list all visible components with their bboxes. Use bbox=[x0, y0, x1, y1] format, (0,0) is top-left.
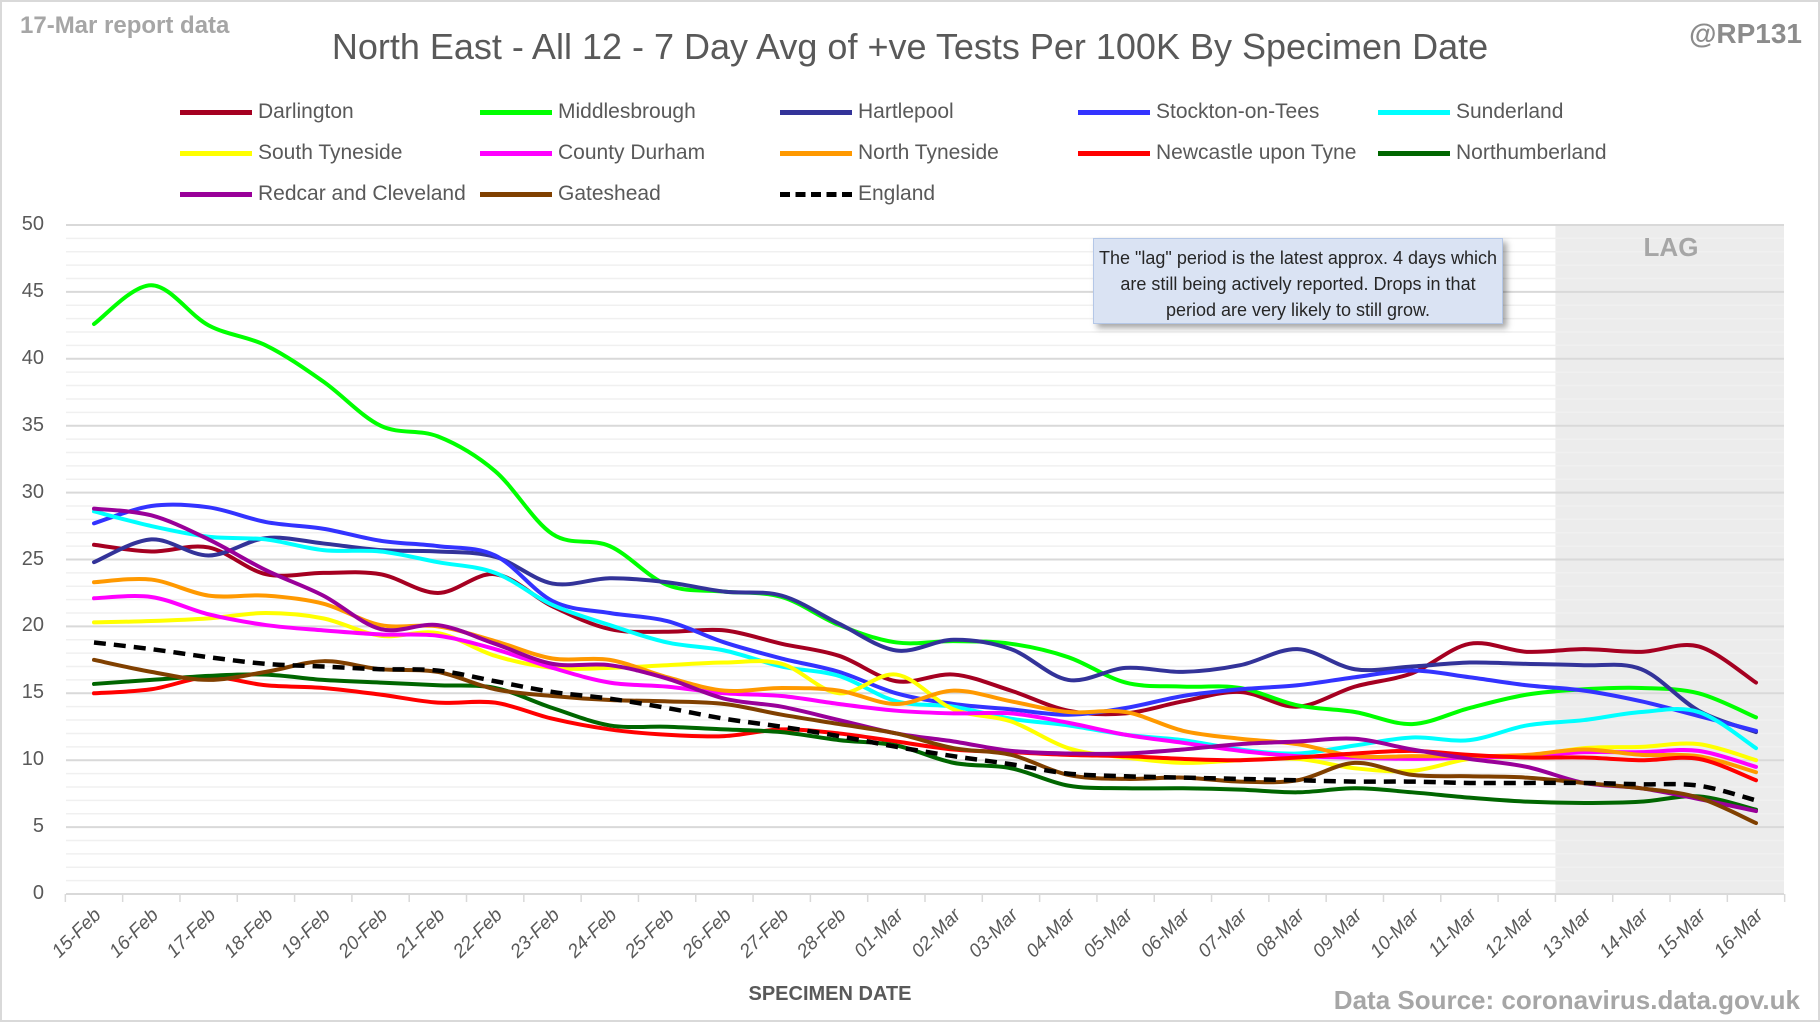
series-line-redcar-and-cleveland bbox=[92, 506, 1758, 814]
x-axis-title: SPECIMEN DATE bbox=[748, 983, 912, 1005]
legend-label: Gateshead bbox=[558, 182, 661, 205]
x-tick-label: 21-Feb bbox=[391, 905, 449, 963]
legend-label: Northumberland bbox=[1456, 141, 1607, 164]
x-tick-label: 16-Feb bbox=[105, 905, 162, 962]
legend-label: Newcastle upon Tyne bbox=[1156, 141, 1357, 164]
x-tick-label: 23-Feb bbox=[506, 905, 564, 963]
legend-item: Redcar and Cleveland bbox=[180, 182, 466, 206]
y-tick-label: 20 bbox=[21, 614, 44, 637]
legend-label: Hartlepool bbox=[858, 100, 954, 123]
legend-item: North Tyneside bbox=[780, 141, 999, 165]
legend-swatch bbox=[1078, 150, 1150, 156]
series-line-newcastle-upon-tyne bbox=[92, 675, 1758, 783]
legend-label: Middlesbrough bbox=[558, 100, 696, 123]
series-line-darlington bbox=[92, 542, 1758, 717]
series-line-northumberland bbox=[92, 672, 1758, 812]
y-tick-label: 40 bbox=[21, 346, 44, 369]
y-tick-label: 15 bbox=[21, 681, 44, 704]
data-source-label: Data Source: coronavirus.data.gov.uk bbox=[1333, 985, 1800, 1015]
x-tick-label: 20-Feb bbox=[334, 905, 392, 963]
legend-item: Newcastle upon Tyne bbox=[1078, 141, 1356, 165]
legend-label: South Tyneside bbox=[258, 141, 403, 164]
legend-swatch bbox=[180, 191, 252, 197]
legend-swatch bbox=[1378, 150, 1450, 156]
legend-label: North Tyneside bbox=[858, 141, 999, 164]
legend-swatch bbox=[780, 150, 852, 156]
legend-label: County Durham bbox=[558, 141, 706, 164]
x-tick-label: 07-Mar bbox=[1194, 904, 1252, 962]
x-tick-label: 09-Mar bbox=[1309, 904, 1367, 962]
legend-item: County Durham bbox=[480, 141, 705, 165]
legend-swatch bbox=[1378, 109, 1450, 115]
x-tick-label: 11-Mar bbox=[1425, 904, 1482, 961]
x-tick-label: 14-Mar bbox=[1596, 904, 1654, 962]
x-tick-label: 03-Mar bbox=[965, 904, 1023, 962]
legend-swatch bbox=[180, 150, 252, 156]
legend-label: England bbox=[858, 182, 936, 205]
x-tick-label: 24-Feb bbox=[563, 905, 621, 963]
legend-item: England bbox=[780, 182, 935, 206]
legend-swatch bbox=[480, 191, 552, 197]
gridlines bbox=[66, 224, 1784, 895]
legend-item: Sunderland bbox=[1378, 100, 1563, 124]
y-tick-label: 50 bbox=[21, 213, 44, 235]
legend-item: Gateshead bbox=[480, 182, 661, 206]
y-tick-label: 25 bbox=[21, 547, 44, 570]
y-tick-label: 35 bbox=[21, 413, 44, 436]
x-tick-label: 02-Mar bbox=[908, 904, 966, 962]
x-tick-label: 27-Feb bbox=[735, 905, 793, 963]
legend-item: Hartlepool bbox=[780, 100, 954, 124]
x-tick-label: 15-Mar bbox=[1653, 904, 1711, 962]
x-tick-label: 05-Mar bbox=[1080, 904, 1138, 962]
legend-item: Darlington bbox=[180, 100, 354, 124]
y-tick-label: 5 bbox=[32, 815, 44, 838]
x-tick-label: 08-Mar bbox=[1252, 904, 1310, 962]
x-axis: 15-Feb 16-Feb 17-Feb 18-Feb 19-Feb 20-Feb 21-F… bbox=[48, 893, 1786, 963]
legend-item: Stockton-on-Tees bbox=[1078, 100, 1319, 124]
y-tick-label: 10 bbox=[21, 748, 44, 771]
legend-swatch bbox=[1078, 109, 1150, 115]
x-tick-label: 22-Feb bbox=[449, 905, 507, 963]
series-lines bbox=[92, 283, 1758, 826]
x-tick-label: 18-Feb bbox=[220, 905, 277, 962]
report-date-label: 17-Mar report data bbox=[20, 12, 230, 39]
legend-item: Middlesbrough bbox=[480, 100, 696, 124]
legend-swatch bbox=[780, 109, 852, 115]
series-line-england bbox=[93, 640, 1757, 803]
x-tick-label: 19-Feb bbox=[277, 905, 334, 962]
x-tick-label: 28-Feb bbox=[792, 905, 850, 963]
legend-swatch bbox=[480, 150, 552, 156]
y-tick-label: 0 bbox=[32, 882, 44, 904]
series-line-middlesbrough bbox=[92, 283, 1758, 727]
legend-label: Darlington bbox=[258, 100, 354, 123]
x-tick-label: 13-Mar bbox=[1538, 904, 1596, 962]
lag-annotation-note: The "lag" period is the latest approx. 4… bbox=[1093, 238, 1503, 324]
x-tick-label: 15-Feb bbox=[48, 905, 105, 962]
legend-swatch bbox=[780, 191, 852, 197]
legend-swatch bbox=[180, 109, 252, 115]
lag-label: LAG bbox=[1643, 232, 1699, 262]
legend-item: South Tyneside bbox=[180, 141, 402, 165]
legend-item: Northumberland bbox=[1378, 141, 1607, 165]
x-tick-label: 04-Mar bbox=[1022, 904, 1080, 962]
x-tick-label: 06-Mar bbox=[1137, 904, 1195, 962]
legend-label: Sunderland bbox=[1456, 100, 1564, 123]
y-tick-label: 30 bbox=[21, 480, 44, 503]
x-tick-label: 01-Mar bbox=[850, 904, 908, 962]
x-tick-label: 16-Mar bbox=[1710, 904, 1768, 962]
x-tick-label: 17-Feb bbox=[163, 905, 220, 962]
x-tick-label: 26-Feb bbox=[678, 905, 736, 963]
x-tick-label: 12-Mar bbox=[1481, 904, 1539, 962]
chart-title: North East - All 12 - 7 Day Avg of +ve T… bbox=[331, 26, 1489, 67]
y-tick-label: 45 bbox=[21, 279, 44, 302]
x-tick-label: 25-Feb bbox=[621, 905, 679, 963]
series-line-sunderland bbox=[92, 509, 1758, 756]
author-handle: @RP131 bbox=[1689, 18, 1802, 49]
x-tick-label: 10-Mar bbox=[1366, 904, 1424, 962]
legend-swatch bbox=[480, 109, 552, 115]
legend-label: Stockton-on-Tees bbox=[1156, 100, 1320, 123]
legend-label: Redcar and Cleveland bbox=[258, 182, 466, 205]
